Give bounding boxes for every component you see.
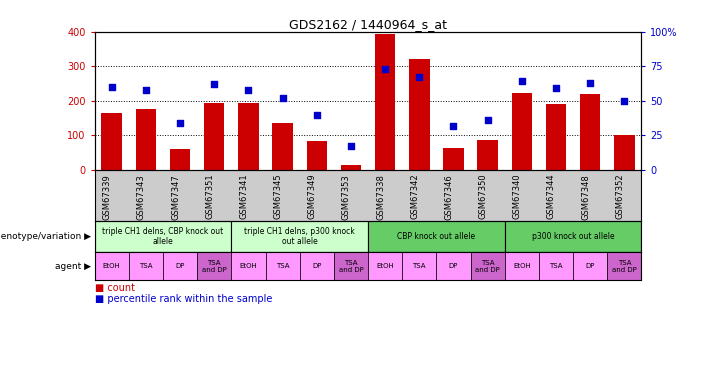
Text: EtOH: EtOH <box>513 263 531 269</box>
Bar <box>129 252 163 280</box>
Point <box>379 66 390 72</box>
Bar <box>580 93 601 170</box>
Text: GSM67338: GSM67338 <box>376 174 385 220</box>
Bar <box>402 252 436 280</box>
Text: GSM67341: GSM67341 <box>240 174 248 219</box>
Point <box>448 123 459 129</box>
Point <box>175 120 186 126</box>
Bar <box>573 252 607 280</box>
Text: ■ count: ■ count <box>95 283 135 293</box>
Bar <box>136 109 156 170</box>
Point <box>106 84 117 90</box>
Text: ■ percentile rank within the sample: ■ percentile rank within the sample <box>95 294 272 304</box>
Text: TSA: TSA <box>139 263 153 269</box>
Point <box>482 117 494 123</box>
Text: GSM67353: GSM67353 <box>342 174 351 219</box>
Bar <box>231 252 266 280</box>
Bar <box>204 102 224 170</box>
Point <box>311 111 322 117</box>
Bar <box>614 135 634 170</box>
Bar <box>409 59 430 170</box>
Text: EtOH: EtOH <box>103 263 121 269</box>
Text: GSM67352: GSM67352 <box>615 174 625 219</box>
Text: TSA
and DP: TSA and DP <box>612 260 637 273</box>
Bar <box>512 93 532 170</box>
Point <box>414 74 425 80</box>
Bar <box>231 220 368 252</box>
Bar <box>341 165 361 170</box>
Text: EtOH: EtOH <box>240 263 257 269</box>
Bar <box>505 252 539 280</box>
Text: DP: DP <box>449 263 458 269</box>
Text: TSA: TSA <box>275 263 290 269</box>
Text: GSM67348: GSM67348 <box>581 174 590 219</box>
Bar <box>470 252 505 280</box>
Text: TSA
and DP: TSA and DP <box>475 260 500 273</box>
Text: EtOH: EtOH <box>376 263 394 269</box>
Bar <box>375 34 395 170</box>
Text: DP: DP <box>175 263 185 269</box>
Text: GSM67346: GSM67346 <box>444 174 454 219</box>
Text: GSM67339: GSM67339 <box>103 174 111 219</box>
Text: GSM67347: GSM67347 <box>171 174 180 219</box>
Bar <box>443 148 464 170</box>
Text: genotype/variation ▶: genotype/variation ▶ <box>0 232 91 241</box>
Text: GSM67342: GSM67342 <box>410 174 419 219</box>
Bar <box>607 252 641 280</box>
Bar <box>95 252 129 280</box>
Bar <box>546 104 566 170</box>
Text: DP: DP <box>312 263 322 269</box>
Text: agent ▶: agent ▶ <box>55 262 91 271</box>
Bar <box>273 123 293 170</box>
Bar <box>306 141 327 170</box>
Text: triple CH1 delns, CBP knock out
allele: triple CH1 delns, CBP knock out allele <box>102 227 224 246</box>
Point <box>346 143 357 149</box>
Bar <box>436 252 470 280</box>
Text: GSM67349: GSM67349 <box>308 174 317 219</box>
Text: TSA
and DP: TSA and DP <box>202 260 226 273</box>
Bar <box>170 149 191 170</box>
Bar <box>197 252 231 280</box>
Bar <box>102 113 122 170</box>
Bar <box>477 140 498 170</box>
Bar <box>334 252 368 280</box>
Bar <box>95 220 231 252</box>
Text: GSM67340: GSM67340 <box>513 174 522 219</box>
Point <box>277 95 288 101</box>
Bar <box>505 220 641 252</box>
Bar <box>300 252 334 280</box>
Text: GSM67344: GSM67344 <box>547 174 556 219</box>
Text: DP: DP <box>585 263 595 269</box>
Point <box>516 78 527 84</box>
Text: GSM67345: GSM67345 <box>273 174 283 219</box>
Point <box>550 86 562 92</box>
Point <box>209 81 220 87</box>
Bar <box>368 220 505 252</box>
Text: triple CH1 delns, p300 knock
out allele: triple CH1 delns, p300 knock out allele <box>245 227 355 246</box>
Text: CBP knock out allele: CBP knock out allele <box>397 232 475 241</box>
Bar <box>238 103 259 170</box>
Text: GSM67351: GSM67351 <box>205 174 215 219</box>
Text: GSM67350: GSM67350 <box>479 174 488 219</box>
Text: GSM67343: GSM67343 <box>137 174 146 219</box>
Bar <box>266 252 300 280</box>
Bar <box>368 252 402 280</box>
Title: GDS2162 / 1440964_s_at: GDS2162 / 1440964_s_at <box>289 18 447 31</box>
Point <box>619 98 630 104</box>
Text: TSA: TSA <box>412 263 426 269</box>
Point <box>585 80 596 86</box>
Point <box>140 87 151 93</box>
Point <box>243 87 254 93</box>
Text: p300 knock out allele: p300 knock out allele <box>532 232 614 241</box>
Bar <box>539 252 573 280</box>
Text: TSA
and DP: TSA and DP <box>339 260 363 273</box>
Bar <box>163 252 197 280</box>
Text: TSA: TSA <box>549 263 563 269</box>
